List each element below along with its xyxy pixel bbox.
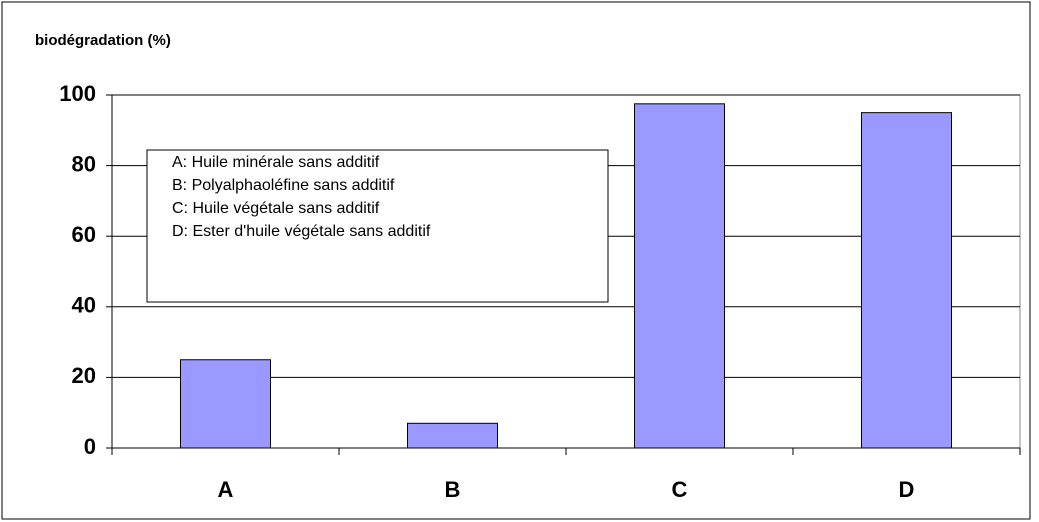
annotation-line: C: Huile végétale sans additif: [172, 200, 380, 217]
bar: [180, 359, 271, 449]
y-tick-label: 20: [72, 363, 96, 388]
bar: [861, 112, 952, 449]
bar: [407, 422, 498, 449]
annotation-box: [146, 149, 609, 303]
annotation-line: B: Polyalphaoléfine sans additif: [172, 177, 395, 194]
annotation-line: A: Huile minérale sans additif: [172, 154, 380, 171]
x-tick-label: D: [899, 477, 915, 502]
y-tick-label: 40: [72, 293, 96, 318]
y-tick-label: 0: [84, 434, 96, 459]
y-tick-label: 80: [72, 151, 96, 176]
annotation-line: D: Ester d'huile végétale sans additif: [172, 223, 431, 240]
bar: [634, 103, 725, 449]
x-tick-label: C: [672, 477, 688, 502]
x-tick-label: A: [218, 477, 234, 502]
y-tick-label: 60: [72, 222, 96, 247]
x-tick-label: B: [445, 477, 461, 502]
y-tick-label: 100: [59, 81, 96, 106]
y-axis-label: biodégradation (%): [35, 32, 171, 49]
